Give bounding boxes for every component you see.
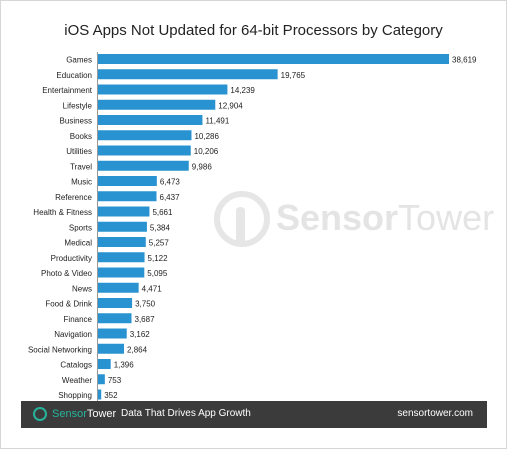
watermark-brand-part1: Sensor — [276, 197, 399, 238]
value-label-weather: 753 — [108, 376, 122, 385]
bar-entertainment — [98, 84, 228, 95]
value-label-news: 4,471 — [142, 284, 163, 293]
bar-health-and-fitness — [98, 206, 150, 217]
category-label-lifestyle: Lifestyle — [63, 101, 93, 110]
category-label-news: News — [72, 284, 92, 293]
value-label-catalogs: 1,396 — [114, 361, 135, 370]
value-label-utilities: 10,206 — [194, 147, 219, 156]
bar-travel — [98, 160, 189, 171]
value-label-photo-and-video: 5,095 — [147, 269, 168, 278]
watermark-brand-part2: Tower — [398, 197, 495, 238]
bar-lifestyle — [98, 99, 216, 110]
category-label-weather: Weather — [62, 376, 92, 385]
logo-stem — [236, 207, 245, 245]
value-label-travel: 9,986 — [192, 162, 213, 171]
category-label-productivity: Productivity — [51, 254, 92, 263]
category-label-shopping: Shopping — [58, 391, 92, 400]
sensortower-footer-icon — [33, 407, 47, 421]
bar-weather — [98, 374, 105, 385]
footer-brand-part2: Tower — [86, 408, 117, 420]
category-label-finance: Finance — [64, 315, 93, 324]
value-label-finance: 3,687 — [135, 315, 156, 324]
bar-photo-and-video — [98, 267, 145, 278]
bar-food-and-drink — [98, 298, 133, 308]
value-label-food-and-drink: 3,750 — [135, 300, 156, 309]
watermark-logo: SensorTower — [214, 191, 494, 251]
bar-books — [98, 130, 192, 141]
category-label-navigation: Navigation — [54, 330, 92, 339]
value-label-education: 19,765 — [281, 71, 306, 80]
category-label-medical: Medical — [64, 239, 92, 248]
value-label-health-and-fitness: 5,661 — [152, 208, 173, 217]
footer-bar: SensorTower Data That Drives App Growth … — [21, 401, 487, 428]
category-label-music: Music — [71, 178, 92, 187]
value-label-music: 6,473 — [160, 178, 181, 187]
bar-medical — [98, 237, 146, 247]
bar-navigation — [98, 328, 127, 339]
bar-business — [98, 115, 203, 125]
category-label-entertainment: Entertainment — [42, 86, 93, 95]
value-label-lifestyle: 12,904 — [218, 101, 243, 110]
bar-chart: Games 38,619 Education 19,765 Entertainment 1… — [28, 52, 477, 401]
category-label-books: Books — [70, 132, 92, 141]
value-label-shopping: 352 — [104, 391, 118, 400]
chart-title: iOS Apps Not Updated for 64-bit Processo… — [64, 22, 443, 39]
category-label-sports: Sports — [69, 223, 92, 232]
value-label-sports: 5,384 — [150, 223, 171, 232]
footer-brand: SensorTower — [52, 408, 116, 420]
bar-music — [98, 176, 157, 186]
value-label-games: 38,619 — [452, 56, 477, 65]
category-label-food-and-drink: Food & Drink — [45, 300, 93, 309]
category-label-travel: Travel — [70, 162, 92, 171]
bar-reference — [98, 191, 157, 202]
value-label-productivity: 5,122 — [148, 254, 169, 263]
footer-brand-part1: Sensor — [52, 408, 87, 420]
category-label-utilities: Utilities — [66, 147, 92, 156]
value-label-entertainment: 14,239 — [230, 86, 255, 95]
value-label-business: 11,491 — [205, 117, 229, 126]
bar-social-networking — [98, 343, 125, 354]
value-label-books: 10,286 — [194, 132, 219, 141]
footer-url[interactable]: sensortower.com — [397, 408, 473, 419]
category-label-games: Games — [66, 56, 92, 65]
footer-logo-ring — [33, 407, 47, 421]
category-label-education: Education — [56, 71, 92, 80]
category-label-photo-and-video: Photo & Video — [41, 269, 93, 278]
category-label-catalogs: Catalogs — [60, 361, 92, 370]
bar-utilities — [98, 145, 191, 156]
bar-news — [98, 282, 139, 293]
value-label-navigation: 3,162 — [130, 330, 151, 339]
value-label-social-networking: 2,864 — [127, 345, 148, 354]
bar-finance — [98, 313, 132, 324]
category-label-health-and-fitness: Health & Fitness — [33, 208, 92, 217]
bar-catalogs — [98, 359, 111, 369]
category-label-social-networking: Social Networking — [28, 345, 92, 354]
bar-shopping — [98, 389, 102, 400]
bar-education — [98, 69, 278, 80]
bar-productivity — [98, 252, 145, 263]
bar-sports — [98, 221, 147, 232]
watermark-text: SensorTower — [276, 197, 494, 239]
category-label-business: Business — [60, 117, 92, 126]
value-label-medical: 5,257 — [149, 239, 170, 248]
category-label-reference: Reference — [55, 193, 92, 202]
value-label-reference: 6,437 — [160, 193, 181, 202]
footer-tagline: Data That Drives App Growth — [121, 408, 251, 419]
bar-games — [98, 54, 449, 64]
